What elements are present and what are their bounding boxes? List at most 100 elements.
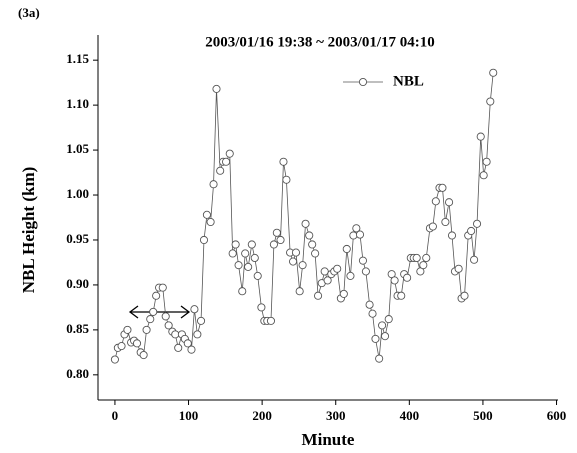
x-tick-label: 200	[252, 408, 272, 423]
data-point	[355, 230, 365, 239]
data-point	[142, 325, 151, 334]
x-tick-label: 400	[400, 408, 420, 423]
y-tick-label: 0.90	[66, 276, 89, 291]
data-point	[266, 316, 276, 325]
data-point	[454, 264, 463, 273]
data-point	[279, 157, 288, 166]
data-point	[139, 350, 148, 360]
data-point	[384, 315, 393, 324]
data-point	[320, 267, 329, 276]
data-point	[272, 228, 281, 237]
data-point	[438, 183, 447, 192]
data-point	[352, 224, 361, 233]
y-tick-label: 1.10	[66, 96, 89, 111]
data-point	[441, 217, 450, 227]
data-point	[222, 157, 231, 166]
data-point	[196, 316, 206, 325]
data-point	[397, 291, 406, 300]
data-point	[164, 321, 173, 330]
data-point	[250, 253, 259, 263]
data-point	[146, 315, 155, 324]
data-point	[216, 166, 225, 175]
data-point	[365, 300, 374, 309]
data-point	[269, 240, 278, 249]
x-axis-label: Minute	[302, 430, 355, 449]
data-point	[323, 276, 332, 285]
data-point	[231, 240, 240, 249]
x-tick-label: 500	[473, 408, 493, 423]
y-tick-label: 0.85	[66, 321, 89, 336]
x-tick-label: 0	[112, 408, 119, 423]
y-tick-label: 1.15	[66, 51, 89, 66]
data-point	[445, 198, 454, 207]
data-point	[295, 287, 304, 296]
data-point	[110, 355, 119, 364]
data-point	[123, 325, 132, 334]
x-tick-label: 100	[179, 408, 199, 423]
data-point	[288, 257, 298, 266]
y-axis-label: NBL Height (km)	[19, 167, 38, 294]
data-point	[244, 262, 253, 271]
data-point	[346, 271, 355, 280]
data-point	[349, 231, 358, 240]
data-point	[161, 312, 170, 321]
data-point	[460, 291, 469, 300]
data-point	[447, 231, 457, 240]
data-point	[291, 248, 301, 257]
data-point	[339, 289, 348, 298]
data-point	[486, 97, 495, 106]
data-point	[380, 332, 390, 341]
y-tick-label: 1.00	[66, 186, 89, 201]
data-point	[152, 291, 161, 300]
data-point	[431, 197, 440, 206]
data-point	[422, 253, 431, 263]
data-point	[199, 235, 209, 245]
x-tick-label: 600	[547, 408, 567, 423]
data-point	[428, 222, 437, 231]
legend-marker	[358, 77, 368, 87]
data-point	[238, 287, 247, 296]
data-point	[390, 276, 399, 285]
data-point	[314, 291, 323, 300]
data-point	[476, 132, 485, 141]
chart-title: 2003/01/16 19:38 ~ 2003/01/17 04:10	[205, 34, 434, 50]
data-point	[305, 231, 314, 240]
data-point	[187, 345, 196, 354]
data-point	[247, 240, 256, 249]
data-point	[368, 309, 377, 318]
data-point	[190, 305, 199, 314]
x-tick-label: 300	[326, 408, 346, 423]
data-point	[212, 84, 221, 93]
data-point	[183, 339, 192, 348]
data-point	[282, 175, 291, 184]
data-point	[479, 171, 488, 180]
data-point	[206, 217, 215, 227]
data-point	[225, 149, 234, 158]
data-point	[472, 219, 482, 228]
data-point	[419, 261, 428, 270]
legend-label: NBL	[393, 73, 424, 89]
data-point	[174, 343, 183, 352]
series-line	[114, 72, 494, 360]
range-arrow	[128, 305, 191, 319]
data-point	[361, 267, 370, 276]
data-point	[467, 226, 476, 236]
data-point	[149, 307, 158, 316]
data-point	[276, 235, 285, 245]
data-point	[358, 256, 368, 265]
data-point	[241, 249, 250, 258]
data-point	[158, 283, 167, 292]
data-point	[202, 210, 211, 219]
data-point	[308, 240, 317, 249]
data-point	[311, 249, 320, 258]
data-point	[228, 249, 237, 258]
data-point	[412, 253, 421, 263]
data-point	[193, 330, 202, 339]
data-point	[470, 255, 479, 264]
data-point	[489, 68, 498, 77]
data-point	[378, 321, 387, 330]
y-tick-label: 0.80	[66, 366, 89, 381]
data-point	[371, 334, 380, 343]
data-point	[257, 303, 266, 312]
